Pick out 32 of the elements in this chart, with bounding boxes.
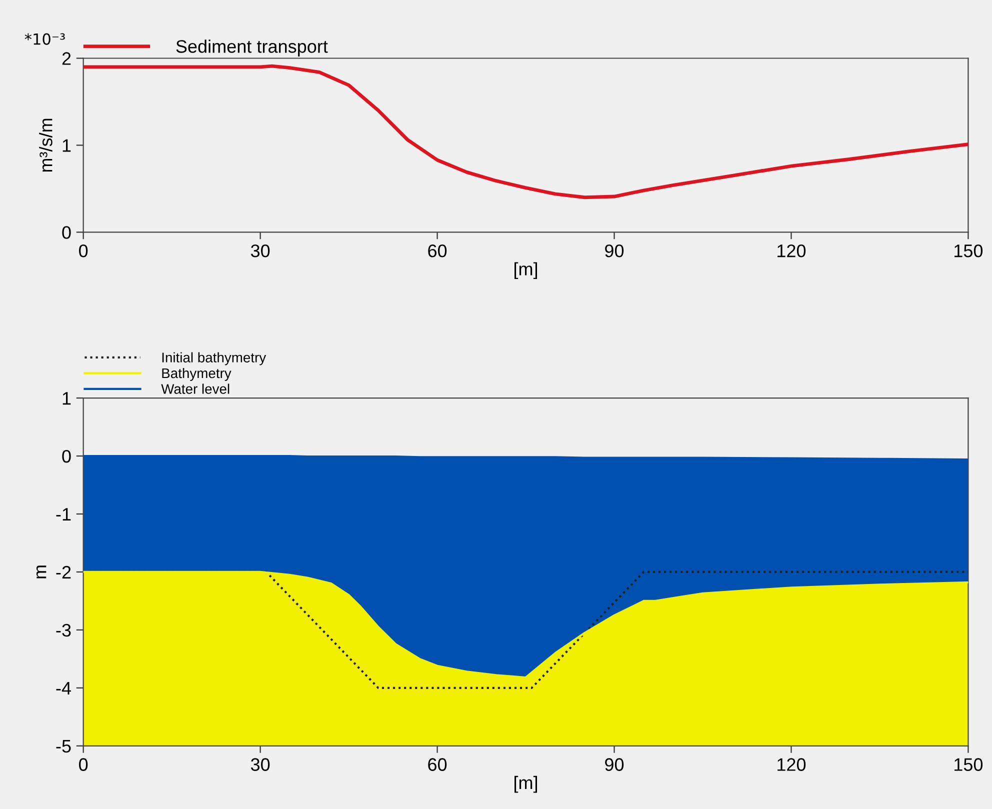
x-tick-label: 150 xyxy=(954,758,983,771)
x-tick-label: 0 xyxy=(79,758,88,771)
x-tick-label: 0 xyxy=(79,244,88,258)
y-tick-label: -5 xyxy=(56,740,71,753)
text: *10⁻³ xyxy=(24,33,65,45)
y-tick-label: 0 xyxy=(62,226,71,239)
y-tick-label: 1 xyxy=(62,139,71,152)
y-tick-label: -2 xyxy=(56,566,71,579)
legend-label: Sediment transport xyxy=(176,40,328,56)
legend-label: Bathymetry xyxy=(162,368,232,381)
x-tick-label: 90 xyxy=(605,244,624,258)
x-tick-label: 90 xyxy=(605,758,624,771)
y-axis-title: m³/s/m xyxy=(39,118,52,172)
x-tick-label: 30 xyxy=(250,244,270,258)
x-axis-title: [m] xyxy=(514,262,538,280)
legend-label: Water level xyxy=(161,384,230,394)
x-tick-label: 60 xyxy=(428,758,447,771)
x-tick-label: 60 xyxy=(428,244,447,258)
y-tick-label: 2 xyxy=(62,52,71,65)
legend-label: Initial bathymetry xyxy=(162,352,266,366)
y-tick-label: 1 xyxy=(62,392,71,405)
x-axis-title: [m] xyxy=(514,776,538,793)
y-tick-label: 0 xyxy=(62,450,71,463)
x-tick-label: 150 xyxy=(954,244,983,258)
line-series xyxy=(83,64,968,200)
y-tick-label: -4 xyxy=(56,682,71,694)
x-tick-label: 30 xyxy=(250,758,270,771)
x-tick-label: 120 xyxy=(778,244,806,258)
y-tick-label: -3 xyxy=(56,624,71,637)
y-tick-label: -1 xyxy=(56,508,71,521)
y-axis-title: m xyxy=(36,566,46,578)
x-tick-label: 120 xyxy=(778,758,806,771)
